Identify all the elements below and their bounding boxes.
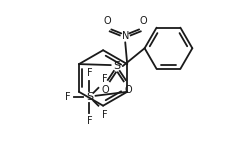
Text: O: O	[125, 85, 132, 95]
Text: O: O	[101, 85, 109, 95]
Text: F: F	[102, 74, 108, 84]
Text: O: O	[103, 16, 111, 26]
Text: F: F	[102, 110, 108, 120]
Text: F: F	[87, 68, 92, 78]
Text: O: O	[139, 16, 147, 26]
Text: F: F	[87, 116, 92, 126]
Text: S: S	[86, 92, 93, 102]
Text: F: F	[65, 92, 71, 102]
Text: S: S	[113, 61, 120, 71]
Text: N: N	[122, 31, 129, 41]
